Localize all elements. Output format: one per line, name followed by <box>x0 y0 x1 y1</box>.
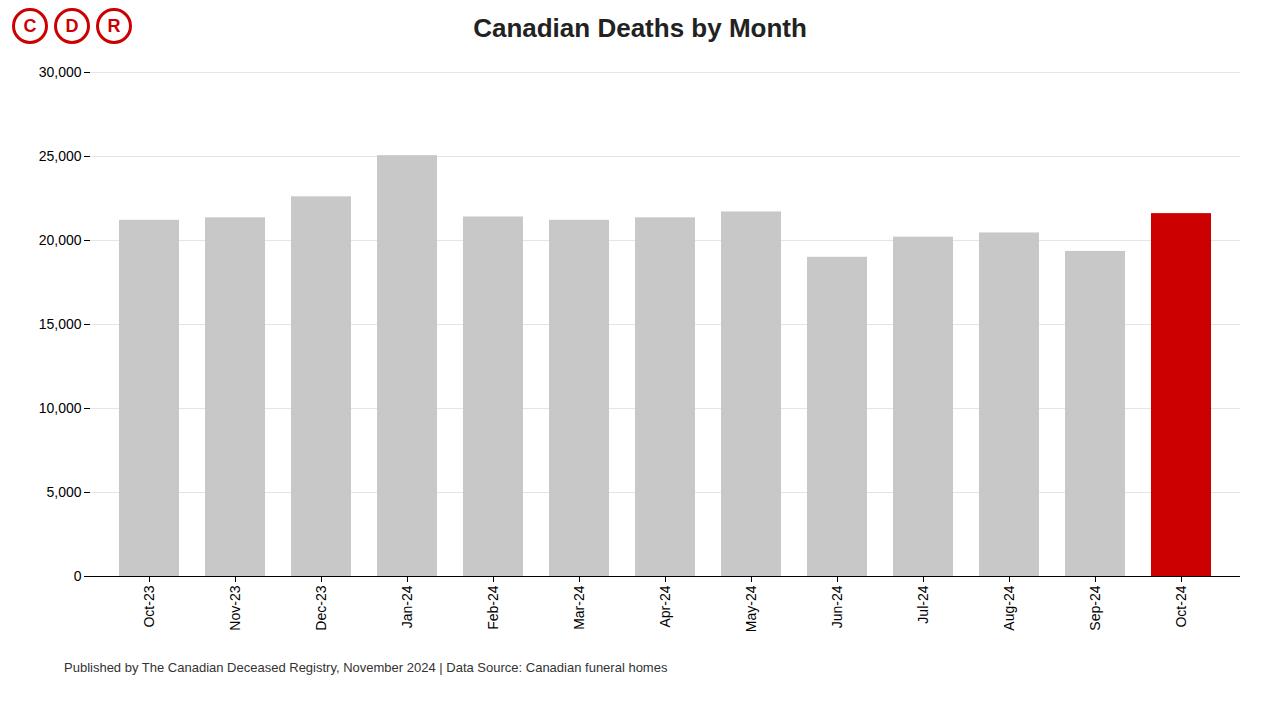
svg-text:0: 0 <box>74 568 82 584</box>
svg-text:Feb-24: Feb-24 <box>485 585 501 630</box>
svg-text:25,000: 25,000 <box>39 148 82 164</box>
svg-text:Oct-24: Oct-24 <box>1173 585 1189 627</box>
svg-text:May-24: May-24 <box>743 585 759 632</box>
svg-text:10,000: 10,000 <box>39 400 82 416</box>
svg-text:Jul-24: Jul-24 <box>915 585 931 623</box>
svg-text:20,000: 20,000 <box>39 232 82 248</box>
svg-text:Apr-24: Apr-24 <box>657 585 673 627</box>
svg-text:Aug-24: Aug-24 <box>1001 585 1017 630</box>
svg-text:Jun-24: Jun-24 <box>829 585 845 628</box>
svg-text:Sep-24: Sep-24 <box>1087 585 1103 630</box>
html-text:D: D <box>65 15 79 36</box>
svg-text:Jan-24: Jan-24 <box>399 585 415 628</box>
svg-text:Oct-23: Oct-23 <box>141 585 157 627</box>
svg-text:Dec-23: Dec-23 <box>313 585 329 630</box>
html-text:Published by The Canadian Dece: Published by The Canadian Deceased Regis… <box>64 660 668 675</box>
svg-text:15,000: 15,000 <box>39 316 82 332</box>
html-text:C: C <box>23 15 37 36</box>
html-text:Canadian Deaths by Month: Canadian Deaths by Month <box>473 12 807 43</box>
svg-text:30,000: 30,000 <box>39 64 82 80</box>
svg-text:Nov-23: Nov-23 <box>227 585 243 630</box>
html-text:R: R <box>107 15 121 36</box>
svg-text:5,000: 5,000 <box>46 484 81 500</box>
svg-text:Mar-24: Mar-24 <box>571 585 587 630</box>
